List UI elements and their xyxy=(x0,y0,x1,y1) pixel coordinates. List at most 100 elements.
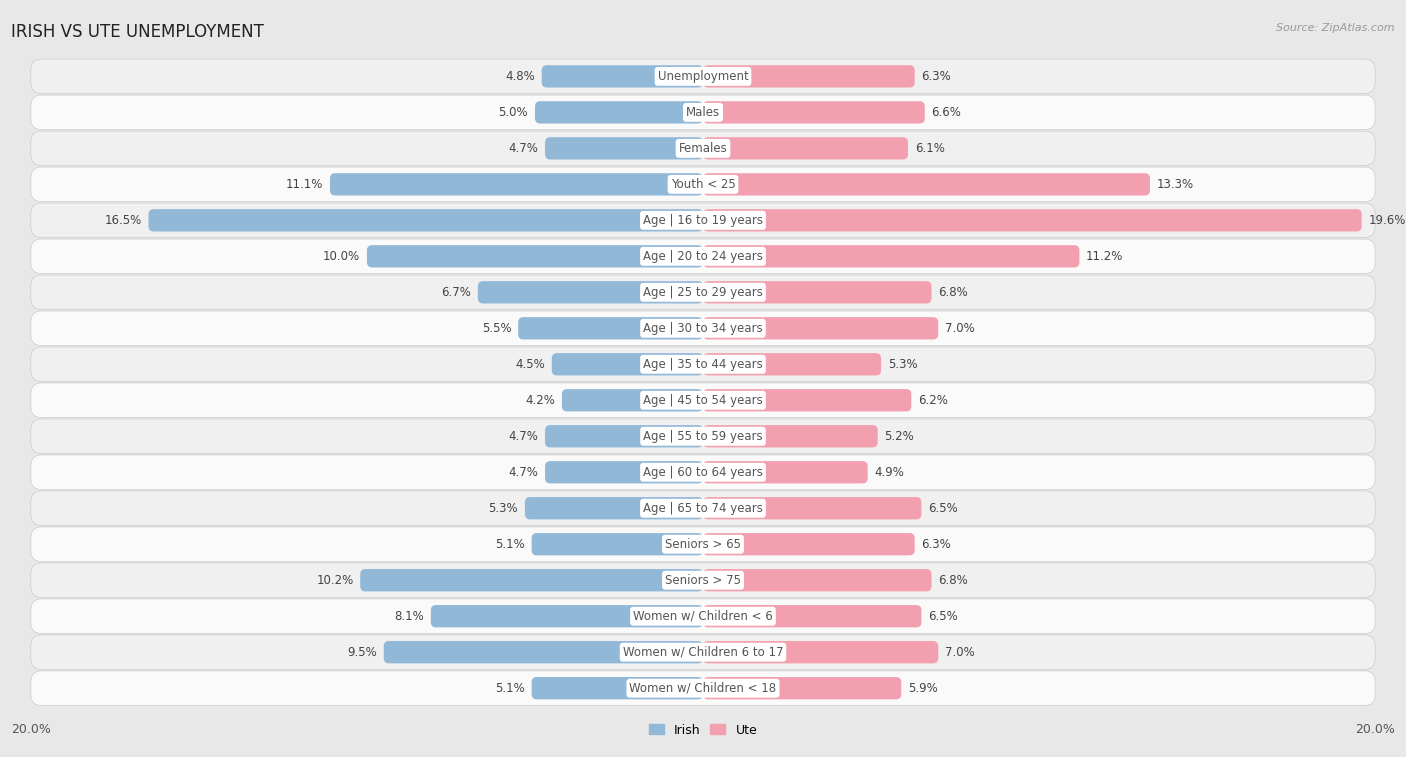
Text: 6.3%: 6.3% xyxy=(921,70,952,83)
Text: 4.9%: 4.9% xyxy=(875,466,904,478)
FancyBboxPatch shape xyxy=(31,203,1375,238)
Text: Age | 20 to 24 years: Age | 20 to 24 years xyxy=(643,250,763,263)
FancyBboxPatch shape xyxy=(546,425,703,447)
Text: 16.5%: 16.5% xyxy=(104,213,142,227)
Text: 10.0%: 10.0% xyxy=(323,250,360,263)
FancyBboxPatch shape xyxy=(703,209,1361,232)
Text: 6.3%: 6.3% xyxy=(921,537,952,551)
Text: 5.2%: 5.2% xyxy=(884,430,914,443)
FancyBboxPatch shape xyxy=(31,671,1375,706)
Text: 11.1%: 11.1% xyxy=(285,178,323,191)
Text: Age | 35 to 44 years: Age | 35 to 44 years xyxy=(643,358,763,371)
FancyBboxPatch shape xyxy=(703,677,901,699)
FancyBboxPatch shape xyxy=(31,383,1375,418)
FancyBboxPatch shape xyxy=(149,209,703,232)
FancyBboxPatch shape xyxy=(703,461,868,484)
FancyBboxPatch shape xyxy=(703,137,908,160)
FancyBboxPatch shape xyxy=(703,353,882,375)
FancyBboxPatch shape xyxy=(31,419,1375,453)
FancyBboxPatch shape xyxy=(31,455,1375,490)
Text: Youth < 25: Youth < 25 xyxy=(671,178,735,191)
Text: 6.5%: 6.5% xyxy=(928,609,957,623)
Text: 19.6%: 19.6% xyxy=(1368,213,1406,227)
Text: Unemployment: Unemployment xyxy=(658,70,748,83)
Text: 6.1%: 6.1% xyxy=(915,142,945,155)
FancyBboxPatch shape xyxy=(703,281,932,304)
FancyBboxPatch shape xyxy=(703,641,938,663)
Text: Source: ZipAtlas.com: Source: ZipAtlas.com xyxy=(1277,23,1395,33)
FancyBboxPatch shape xyxy=(31,131,1375,166)
Text: 6.5%: 6.5% xyxy=(928,502,957,515)
Text: 13.3%: 13.3% xyxy=(1157,178,1194,191)
Text: 5.3%: 5.3% xyxy=(887,358,918,371)
Text: IRISH VS UTE UNEMPLOYMENT: IRISH VS UTE UNEMPLOYMENT xyxy=(11,23,264,41)
FancyBboxPatch shape xyxy=(31,95,1375,129)
FancyBboxPatch shape xyxy=(703,173,1150,195)
Legend: Irish, Ute: Irish, Ute xyxy=(644,718,762,742)
Text: Women w/ Children < 18: Women w/ Children < 18 xyxy=(630,682,776,695)
FancyBboxPatch shape xyxy=(703,389,911,412)
Text: 9.5%: 9.5% xyxy=(347,646,377,659)
Text: 6.8%: 6.8% xyxy=(938,574,967,587)
FancyBboxPatch shape xyxy=(31,239,1375,273)
FancyBboxPatch shape xyxy=(531,533,703,556)
Text: Age | 55 to 59 years: Age | 55 to 59 years xyxy=(643,430,763,443)
Text: 4.2%: 4.2% xyxy=(526,394,555,407)
Text: Females: Females xyxy=(679,142,727,155)
Text: 5.1%: 5.1% xyxy=(495,682,524,695)
FancyBboxPatch shape xyxy=(31,275,1375,310)
Text: 5.9%: 5.9% xyxy=(908,682,938,695)
Text: 6.8%: 6.8% xyxy=(938,286,967,299)
Text: 5.0%: 5.0% xyxy=(499,106,529,119)
Text: 6.6%: 6.6% xyxy=(932,106,962,119)
Text: 4.7%: 4.7% xyxy=(509,466,538,478)
FancyBboxPatch shape xyxy=(546,137,703,160)
FancyBboxPatch shape xyxy=(703,65,915,88)
Text: Age | 25 to 29 years: Age | 25 to 29 years xyxy=(643,286,763,299)
Text: Seniors > 75: Seniors > 75 xyxy=(665,574,741,587)
FancyBboxPatch shape xyxy=(519,317,703,339)
Text: 11.2%: 11.2% xyxy=(1085,250,1123,263)
FancyBboxPatch shape xyxy=(31,311,1375,346)
FancyBboxPatch shape xyxy=(703,317,938,339)
FancyBboxPatch shape xyxy=(31,599,1375,634)
Text: Age | 30 to 34 years: Age | 30 to 34 years xyxy=(643,322,763,335)
FancyBboxPatch shape xyxy=(703,425,877,447)
Text: Women w/ Children 6 to 17: Women w/ Children 6 to 17 xyxy=(623,646,783,659)
FancyBboxPatch shape xyxy=(703,497,921,519)
Text: 7.0%: 7.0% xyxy=(945,322,974,335)
FancyBboxPatch shape xyxy=(478,281,703,304)
Text: 5.3%: 5.3% xyxy=(488,502,519,515)
Text: Age | 16 to 19 years: Age | 16 to 19 years xyxy=(643,213,763,227)
FancyBboxPatch shape xyxy=(534,101,703,123)
FancyBboxPatch shape xyxy=(330,173,703,195)
Text: Males: Males xyxy=(686,106,720,119)
Text: 8.1%: 8.1% xyxy=(394,609,425,623)
Text: 4.8%: 4.8% xyxy=(505,70,534,83)
Text: 4.5%: 4.5% xyxy=(515,358,546,371)
FancyBboxPatch shape xyxy=(703,605,921,628)
FancyBboxPatch shape xyxy=(31,347,1375,382)
FancyBboxPatch shape xyxy=(524,497,703,519)
FancyBboxPatch shape xyxy=(31,167,1375,201)
FancyBboxPatch shape xyxy=(31,491,1375,525)
FancyBboxPatch shape xyxy=(384,641,703,663)
FancyBboxPatch shape xyxy=(531,677,703,699)
Text: 6.2%: 6.2% xyxy=(918,394,948,407)
Text: 4.7%: 4.7% xyxy=(509,142,538,155)
FancyBboxPatch shape xyxy=(703,245,1080,267)
FancyBboxPatch shape xyxy=(31,527,1375,562)
FancyBboxPatch shape xyxy=(367,245,703,267)
FancyBboxPatch shape xyxy=(551,353,703,375)
Text: Age | 65 to 74 years: Age | 65 to 74 years xyxy=(643,502,763,515)
FancyBboxPatch shape xyxy=(703,533,915,556)
FancyBboxPatch shape xyxy=(360,569,703,591)
Text: 5.1%: 5.1% xyxy=(495,537,524,551)
Text: Age | 45 to 54 years: Age | 45 to 54 years xyxy=(643,394,763,407)
FancyBboxPatch shape xyxy=(703,569,932,591)
Text: Age | 60 to 64 years: Age | 60 to 64 years xyxy=(643,466,763,478)
Text: 10.2%: 10.2% xyxy=(316,574,353,587)
FancyBboxPatch shape xyxy=(541,65,703,88)
Text: 5.5%: 5.5% xyxy=(482,322,512,335)
FancyBboxPatch shape xyxy=(703,101,925,123)
